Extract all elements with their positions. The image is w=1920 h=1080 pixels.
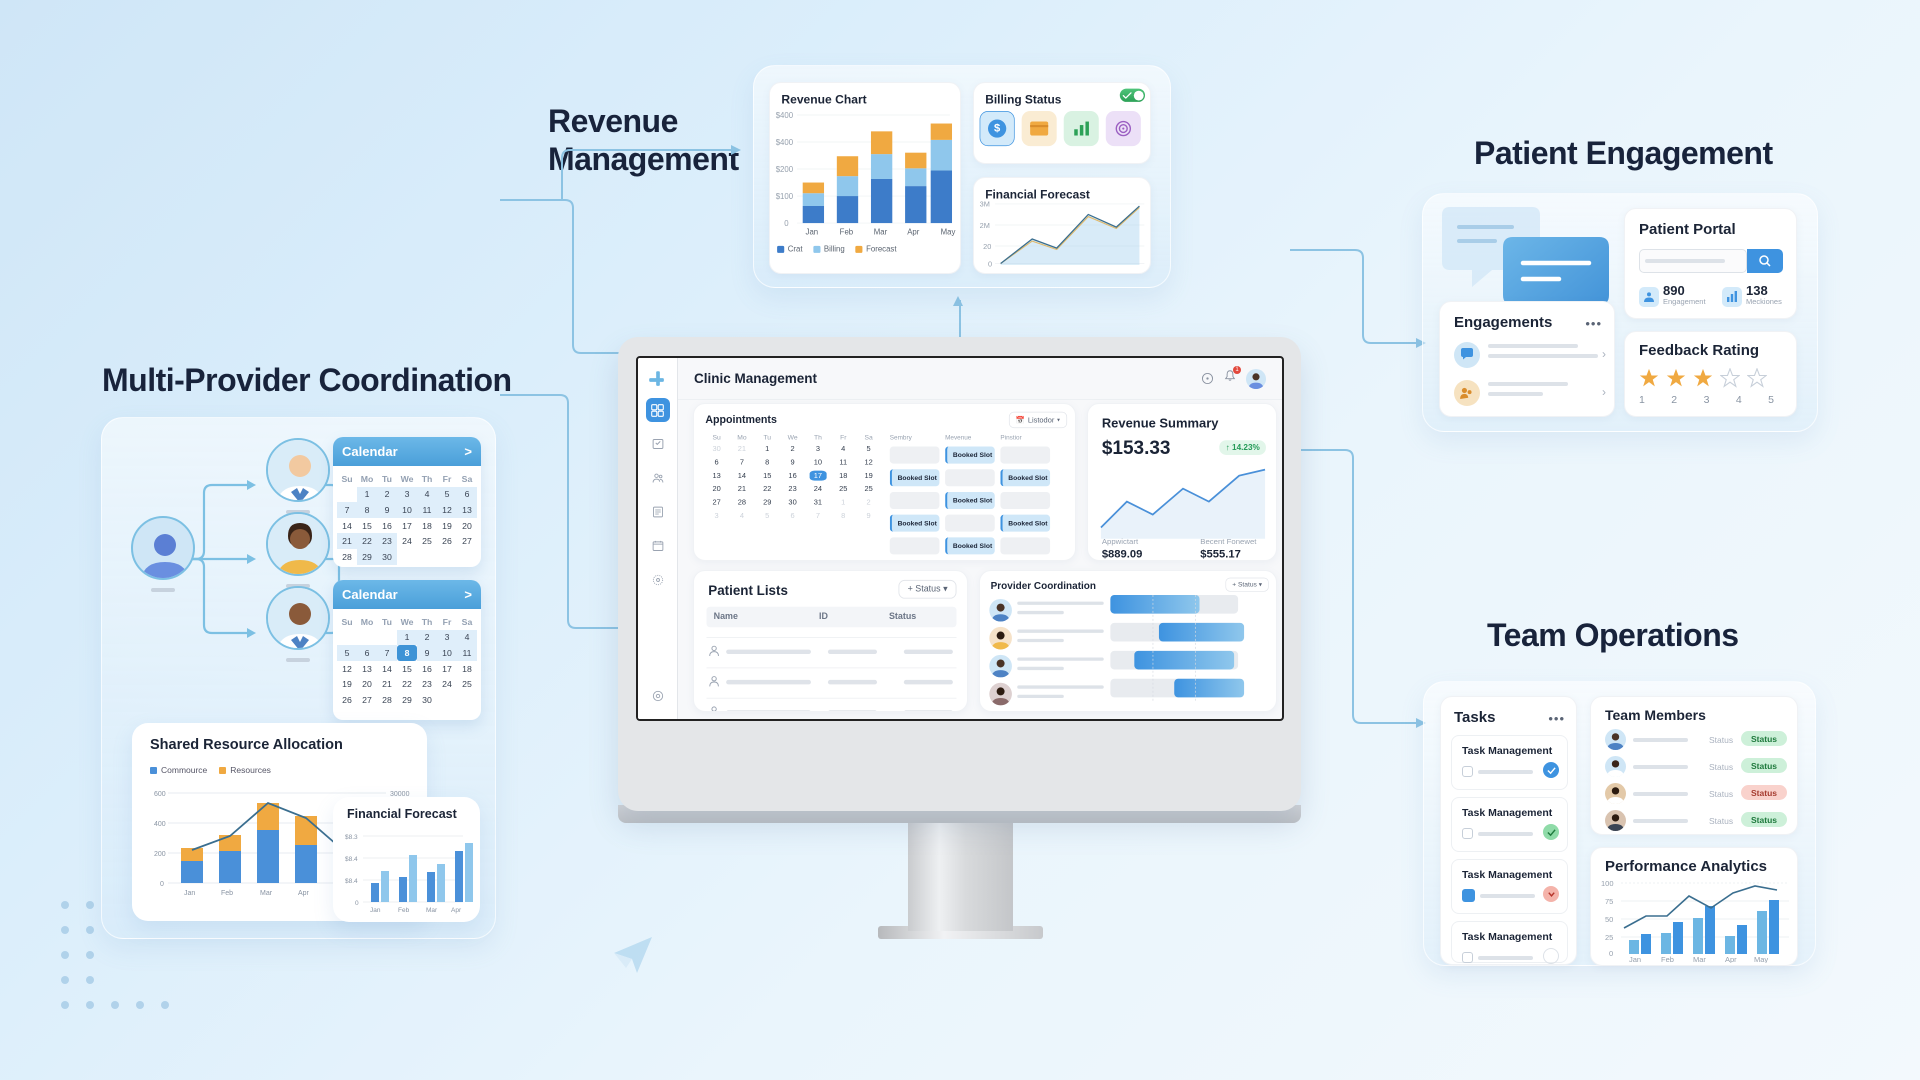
svg-text:May: May <box>941 227 956 236</box>
svg-text:$100: $100 <box>776 192 794 201</box>
svg-text:0: 0 <box>1609 949 1613 958</box>
svg-text:50: 50 <box>1605 915 1613 924</box>
svg-text:Feb: Feb <box>840 227 854 236</box>
svg-text:0: 0 <box>784 219 789 228</box>
svg-text:May: May <box>1754 955 1768 963</box>
svg-text:Jan: Jan <box>1629 955 1641 963</box>
svg-text:Apr: Apr <box>907 227 920 236</box>
svg-text:Jan: Jan <box>806 227 819 236</box>
svg-text:Feb: Feb <box>1661 955 1674 963</box>
svg-text:2M: 2M <box>980 221 990 230</box>
svg-text:100: 100 <box>1601 879 1614 888</box>
svg-text:Mar: Mar <box>1693 955 1706 963</box>
svg-text:Apr: Apr <box>1725 955 1737 963</box>
svg-text:20: 20 <box>983 242 991 251</box>
svg-text:75: 75 <box>1605 897 1613 906</box>
svg-text:25: 25 <box>1605 933 1613 942</box>
svg-text:Mar: Mar <box>874 227 888 236</box>
svg-text:0: 0 <box>988 259 992 268</box>
svg-text:$200: $200 <box>776 165 794 174</box>
svg-text:$400: $400 <box>776 111 794 120</box>
svg-text:3M: 3M <box>980 200 990 208</box>
svg-text:$400: $400 <box>776 138 794 147</box>
